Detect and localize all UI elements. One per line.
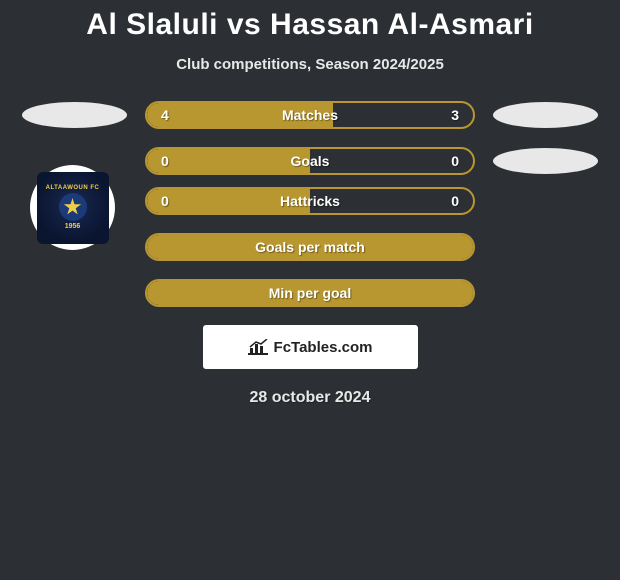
stat-right-value: 0: [451, 153, 459, 169]
stat-bar-gpm: Goals per match: [145, 233, 475, 261]
stat-label: Goals per match: [255, 239, 365, 255]
club-badge-inner: ALTAAWOUN FC 1956: [37, 172, 109, 244]
player-right-oval-icon: [493, 148, 598, 174]
stat-row: 4 Matches 3: [0, 101, 620, 129]
player-left-oval-icon: [22, 102, 127, 128]
stat-bar-goals: 0 Goals 0: [145, 147, 475, 175]
stat-label: Goals: [291, 153, 330, 169]
comparison-card: Al Slaluli vs Hassan Al-Asmari Club comp…: [0, 0, 620, 407]
subtitle: Club competitions, Season 2024/2025: [0, 56, 620, 73]
club-badge-year: 1956: [65, 223, 81, 230]
chart-icon: [248, 339, 268, 355]
player-right-oval-icon: [493, 102, 598, 128]
attribution-box[interactable]: FcTables.com: [203, 325, 418, 369]
stat-right-value: 0: [451, 193, 459, 209]
stat-label: Hattricks: [280, 193, 340, 209]
stat-left-value: 4: [161, 107, 169, 123]
stat-label: Min per goal: [269, 285, 351, 301]
club-badge-star-icon: [64, 198, 82, 216]
stat-row: Min per goal: [0, 279, 620, 307]
stat-left-value: 0: [161, 153, 169, 169]
stat-label: Matches: [282, 107, 338, 123]
stat-bar-matches: 4 Matches 3: [145, 101, 475, 129]
club-badge-top-text: ALTAAWOUN FC: [46, 185, 100, 191]
date-label: 28 october 2024: [0, 389, 620, 407]
club-badge-ball-icon: [59, 193, 87, 221]
page-title: Al Slaluli vs Hassan Al-Asmari: [0, 8, 620, 42]
attribution-text: FcTables.com: [274, 339, 373, 356]
club-badge-icon: ALTAAWOUN FC 1956: [30, 165, 115, 250]
stat-bar-mpg: Min per goal: [145, 279, 475, 307]
stat-fill: [147, 149, 310, 173]
stat-bar-hattricks: 0 Hattricks 0: [145, 187, 475, 215]
stat-row: ALTAAWOUN FC 1956 0 Hattricks 0: [0, 187, 620, 215]
stat-right-value: 3: [451, 107, 459, 123]
stat-left-value: 0: [161, 193, 169, 209]
right-spacer: [493, 148, 598, 174]
